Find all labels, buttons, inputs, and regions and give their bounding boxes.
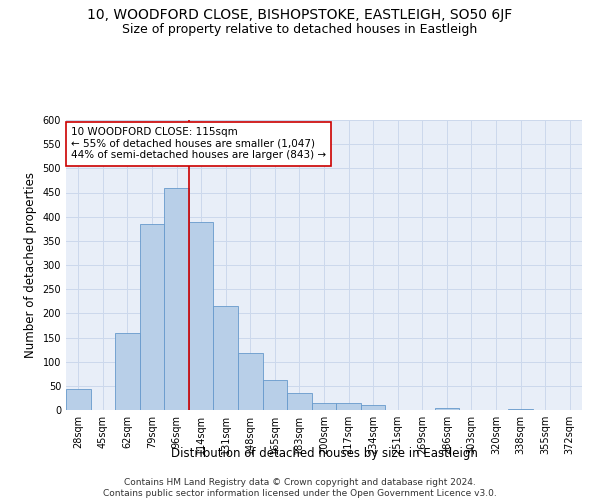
Text: 10, WOODFORD CLOSE, BISHOPSTOKE, EASTLEIGH, SO50 6JF: 10, WOODFORD CLOSE, BISHOPSTOKE, EASTLEI… — [88, 8, 512, 22]
Text: 10 WOODFORD CLOSE: 115sqm
← 55% of detached houses are smaller (1,047)
44% of se: 10 WOODFORD CLOSE: 115sqm ← 55% of detac… — [71, 127, 326, 160]
Bar — [336, 403, 361, 410]
Text: Contains HM Land Registry data © Crown copyright and database right 2024.
Contai: Contains HM Land Registry data © Crown c… — [103, 478, 497, 498]
Bar — [263, 380, 287, 410]
Text: Distribution of detached houses by size in Eastleigh: Distribution of detached houses by size … — [170, 448, 478, 460]
Bar — [361, 405, 385, 410]
Text: Size of property relative to detached houses in Eastleigh: Size of property relative to detached ho… — [122, 22, 478, 36]
Bar — [189, 222, 214, 410]
Bar — [434, 408, 459, 410]
Bar — [312, 403, 336, 410]
Bar — [214, 306, 238, 410]
Bar — [287, 393, 312, 410]
Bar — [164, 188, 189, 410]
Bar — [140, 224, 164, 410]
Y-axis label: Number of detached properties: Number of detached properties — [24, 172, 37, 358]
Bar — [238, 353, 263, 410]
Bar — [508, 409, 533, 410]
Bar — [66, 388, 91, 410]
Bar — [115, 332, 140, 410]
